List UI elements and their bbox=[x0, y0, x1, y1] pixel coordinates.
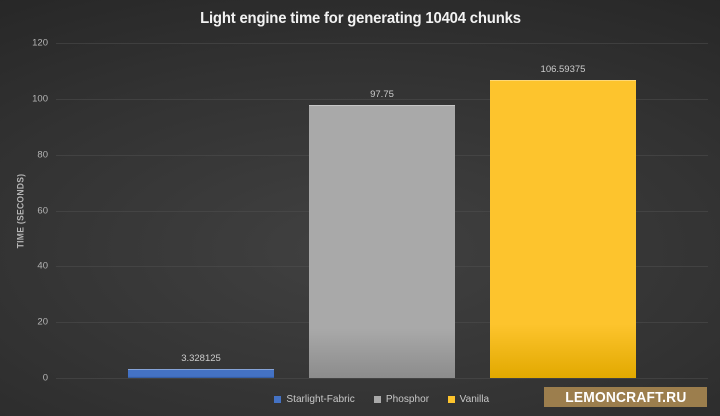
grid-line bbox=[56, 98, 708, 100]
legend-item-starlight-fabric: Starlight-Fabric bbox=[274, 393, 356, 405]
legend-swatch-icon bbox=[448, 395, 456, 403]
y-axis-tick-label: 100 bbox=[32, 93, 48, 105]
bar-value-label: 106.59375 bbox=[540, 64, 586, 75]
bar-phosphor bbox=[309, 105, 455, 378]
legend-label: Starlight-Fabric bbox=[286, 393, 355, 405]
watermark-text: LEMONCRAFT.RU bbox=[564, 388, 687, 406]
legend-label: Phosphor bbox=[386, 393, 430, 405]
legend-item-phosphor: Phosphor bbox=[374, 393, 430, 405]
plot-area: 0 20 40 60 80 100 120 3.328125 97.75 106.59375 bbox=[32, 38, 708, 384]
legend-item-vanilla: Vanilla bbox=[448, 393, 490, 405]
y-axis-tick-label: 40 bbox=[37, 260, 48, 272]
legend-swatch-icon bbox=[374, 395, 382, 403]
legend-swatch-icon bbox=[274, 395, 282, 403]
y-axis-tick-label: 0 bbox=[42, 372, 48, 384]
bar-value-label: 3.328125 bbox=[181, 353, 221, 364]
legend-label: Vanilla bbox=[459, 393, 490, 405]
bar-value-label: 97.75 bbox=[370, 89, 394, 100]
bar-vanilla bbox=[490, 80, 636, 378]
grid-line bbox=[56, 378, 708, 379]
chart-title: Light engine time for generating 10404 c… bbox=[0, 7, 720, 31]
grid-line bbox=[56, 43, 708, 44]
chart-title-text: Light engine time for generating 10404 c… bbox=[199, 10, 521, 27]
bar-starlight-fabric bbox=[128, 369, 274, 378]
y-axis-tick-label: 80 bbox=[37, 149, 48, 161]
watermark: LEMONCRAFT.RU bbox=[544, 387, 707, 407]
y-axis-tick-label: 20 bbox=[37, 316, 48, 328]
legend: Starlight-Fabric Phosphor Vanilla bbox=[56, 391, 708, 407]
y-axis-tick-label: 60 bbox=[37, 205, 48, 216]
y-axis-tick-label: 120 bbox=[32, 37, 48, 49]
